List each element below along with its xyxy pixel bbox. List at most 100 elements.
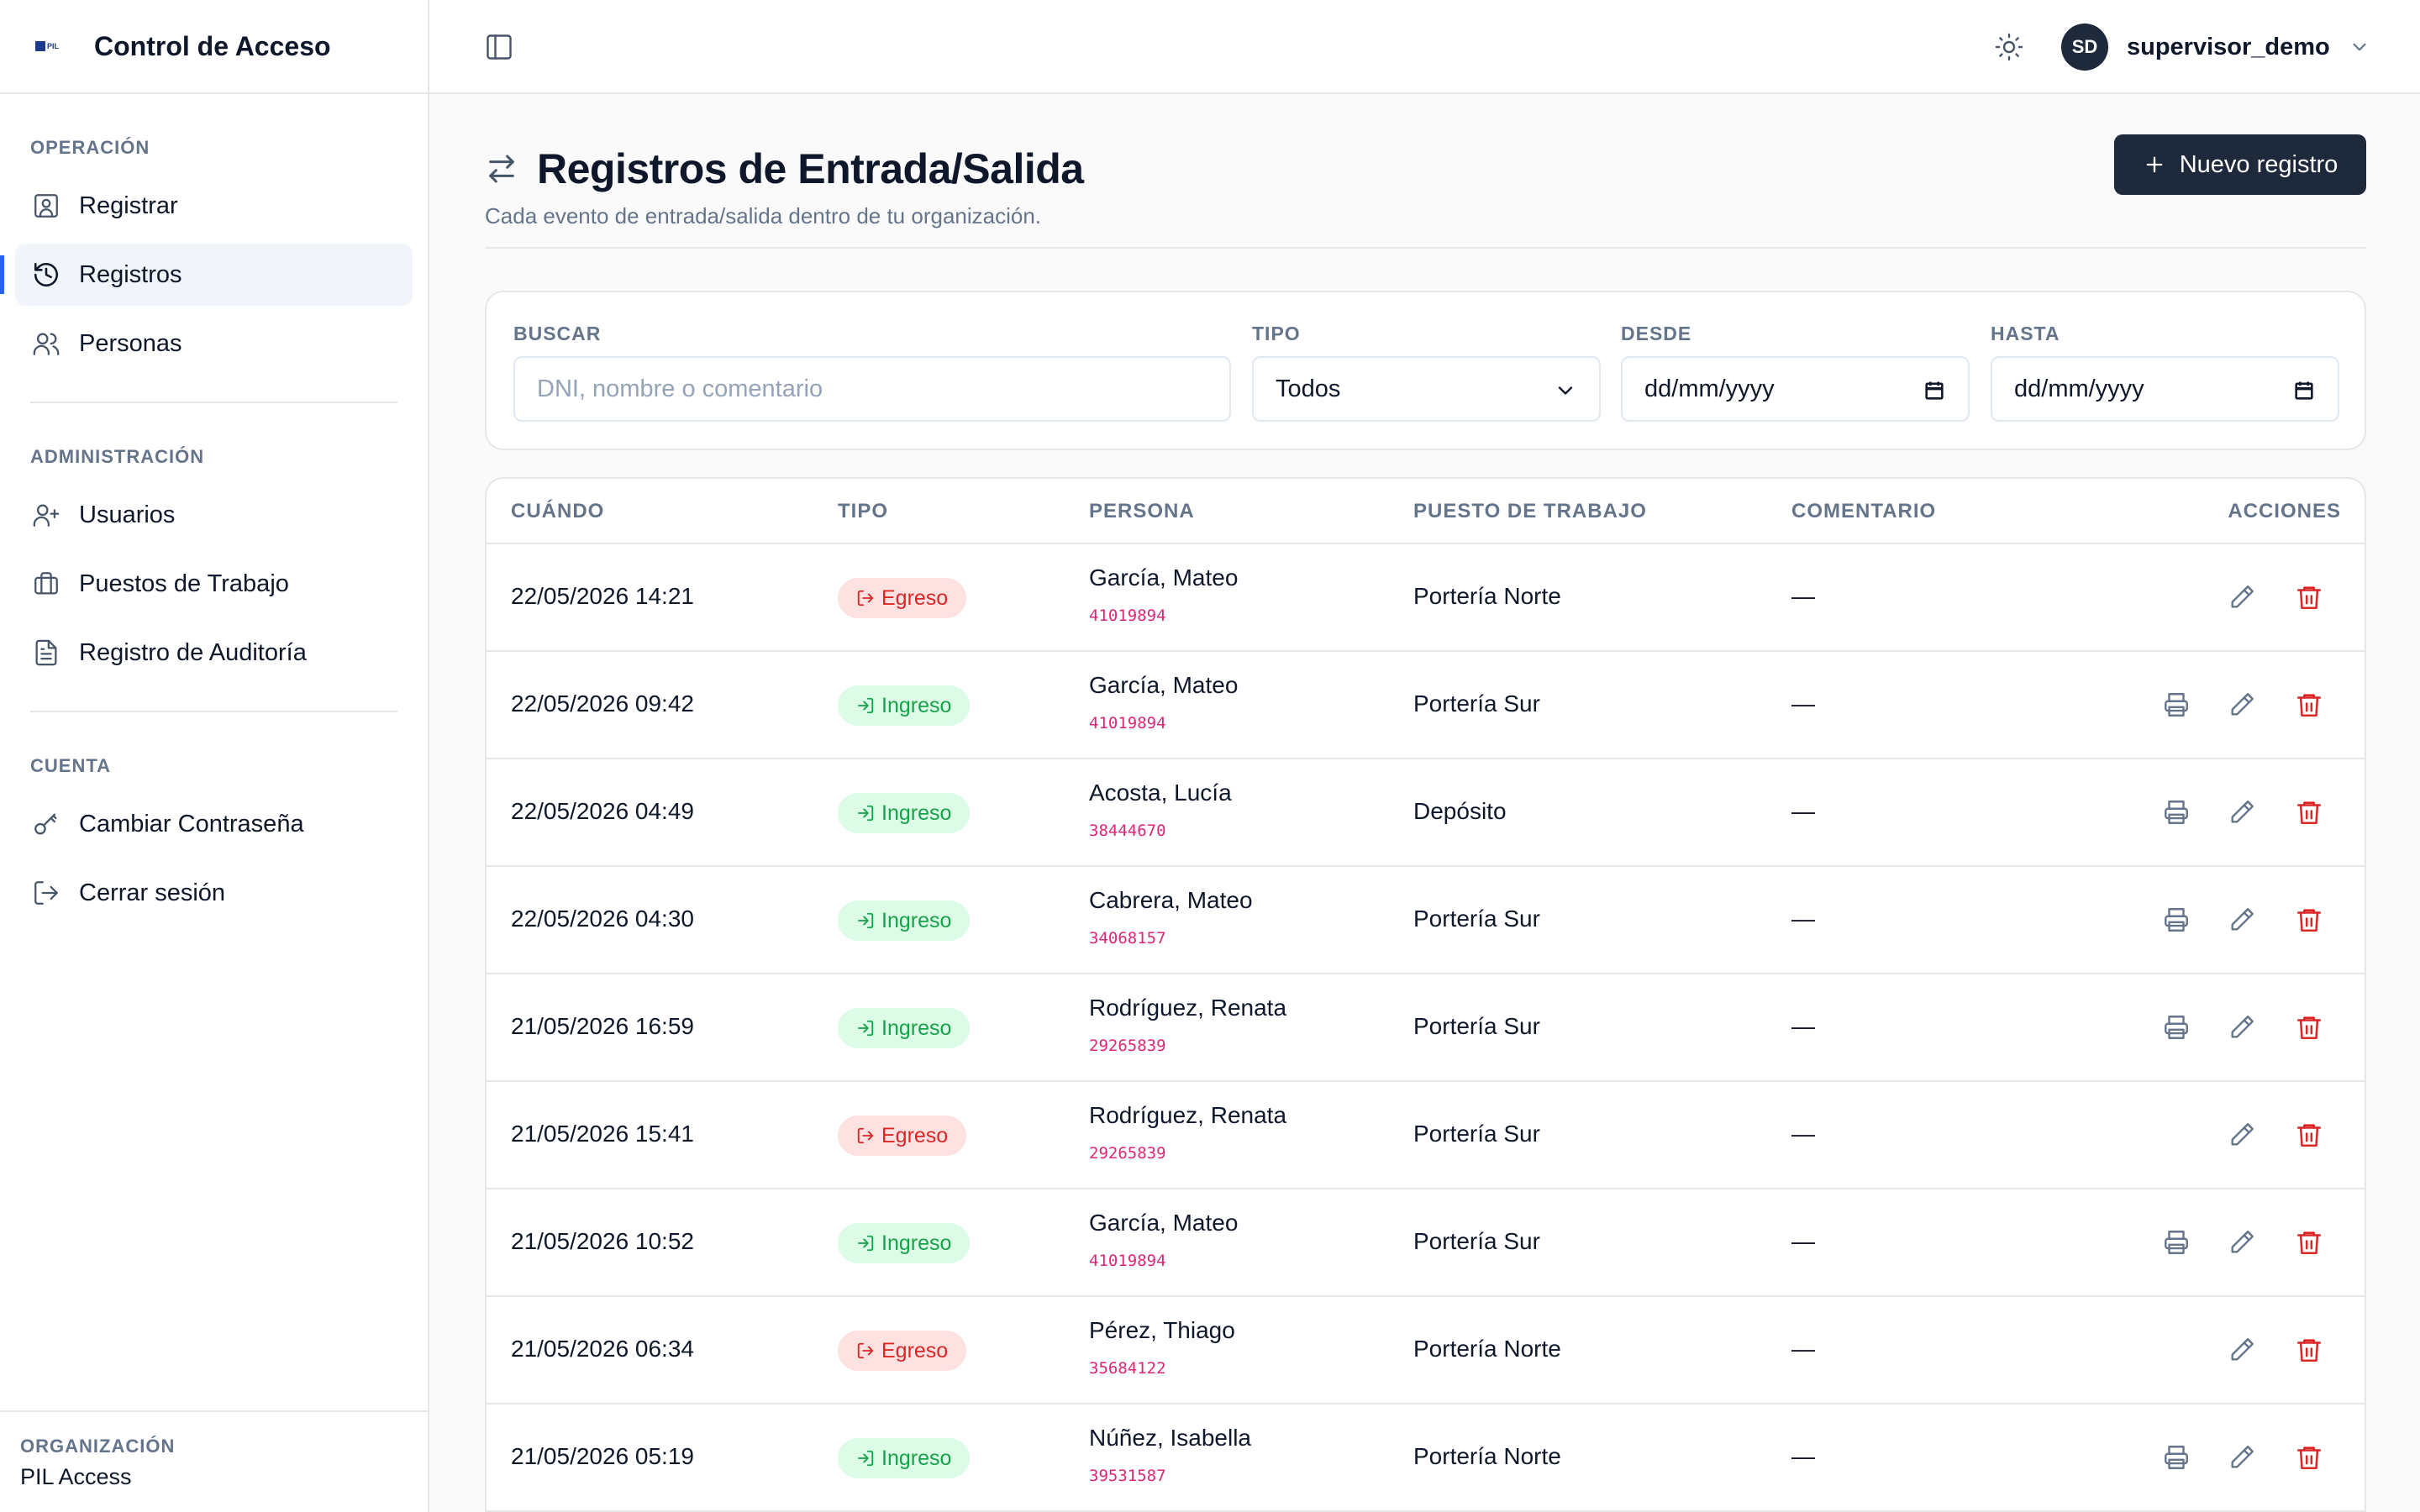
edit-button[interactable]: [2228, 1013, 2256, 1042]
to-date-input[interactable]: dd/mm/yyyy: [1991, 356, 2339, 422]
filters-panel: BUSCAR DNI, nombre o comentario TIPO Tod…: [485, 291, 2366, 450]
edit-button[interactable]: [2228, 1121, 2256, 1149]
delete-button[interactable]: [2295, 1336, 2323, 1364]
person-name: Núñez, Isabella: [1089, 1425, 1252, 1451]
trash-icon: [2296, 909, 2322, 932]
print-button[interactable]: [2162, 798, 2191, 827]
column-header-person[interactable]: PERSONA: [1089, 500, 1195, 522]
theme-toggle-button[interactable]: [1994, 32, 2024, 62]
delete-button[interactable]: [2295, 1228, 2323, 1257]
printer-icon: [2165, 1446, 2188, 1469]
column-header-post[interactable]: PUESTO DE TRABAJO: [1413, 500, 1647, 522]
sidebar-item-registros[interactable]: Registros: [0, 244, 413, 306]
from-date-input[interactable]: dd/mm/yyyy: [1621, 356, 1970, 422]
print-button[interactable]: [2162, 1013, 2191, 1042]
sidebar-item-label: Registrar: [79, 192, 178, 219]
log-in-icon: [857, 697, 874, 714]
sidebar-item-personas[interactable]: Personas: [15, 312, 413, 375]
sidebar-item-usuarios[interactable]: Usuarios: [15, 484, 413, 546]
logout-icon: [34, 881, 58, 905]
print-button[interactable]: [2162, 1228, 2191, 1257]
edit-button[interactable]: [2228, 583, 2256, 612]
pencil-icon: [2231, 908, 2254, 931]
table-row: 22/05/2026 09:42 Ingreso García, Mateo 4101…: [487, 652, 2365, 759]
person-name: Pérez, Thiago: [1089, 1317, 1235, 1343]
delete-button[interactable]: [2295, 583, 2323, 612]
sun-icon: [1995, 33, 2023, 61]
log-in-icon: [857, 1020, 874, 1037]
type-badge-label: Ingreso: [881, 1446, 952, 1470]
trash-icon: [2296, 1124, 2322, 1147]
type-badge: Ingreso: [838, 685, 971, 726]
table-row: 21/05/2026 05:19 Ingreso Núñez, Isabella 39…: [487, 1404, 2365, 1512]
work-post: Portería Sur: [1413, 1228, 1540, 1254]
delete-button[interactable]: [2295, 1013, 2323, 1042]
sidebar-item-label: Puestos de Trabajo: [79, 570, 289, 597]
sidebar-item-auditoria[interactable]: Registro de Auditoría: [15, 622, 413, 684]
log-in-icon: [857, 1235, 874, 1252]
table-row: 21/05/2026 06:34 Egreso Pérez, Thiago 35684…: [487, 1297, 2365, 1404]
edit-button[interactable]: [2228, 1336, 2256, 1364]
nav-section-label-administracion: ADMINISTRACIÓN: [30, 446, 205, 467]
trash-icon: [2296, 1446, 2322, 1470]
column-header-when[interactable]: CUÁNDO: [511, 500, 605, 522]
type-badge: Ingreso: [838, 1223, 971, 1263]
column-header-type[interactable]: TIPO: [838, 500, 889, 522]
pencil-icon: [2231, 585, 2254, 608]
sidebar-item-cambiar-contrasena[interactable]: Cambiar Contraseña: [15, 793, 413, 855]
print-button[interactable]: [2162, 1443, 2191, 1472]
person-dni: 34068157: [1089, 929, 1166, 948]
record-when: 22/05/2026 09:42: [511, 690, 694, 717]
sidebar-item-label: Cerrar sesión: [79, 879, 226, 906]
edit-button[interactable]: [2228, 798, 2256, 827]
delete-button[interactable]: [2295, 1443, 2323, 1472]
calendar-icon[interactable]: [2292, 379, 2316, 402]
type-badge: Egreso: [838, 578, 967, 618]
calendar-icon[interactable]: [1923, 379, 1946, 402]
type-badge-label: Ingreso: [881, 801, 952, 825]
delete-button[interactable]: [2295, 690, 2323, 719]
sidebar-toggle-button[interactable]: [484, 32, 514, 62]
edit-button[interactable]: [2228, 690, 2256, 719]
record-comment: —: [1791, 1121, 1815, 1147]
record-comment: —: [1791, 1228, 1815, 1254]
edit-button[interactable]: [2228, 906, 2256, 934]
column-header-comment[interactable]: COMENTARIO: [1791, 500, 1937, 522]
print-button[interactable]: [2162, 690, 2191, 719]
topbar: SD supervisor_demo: [429, 0, 2420, 94]
log-in-icon: [857, 805, 874, 822]
type-badge-label: Egreso: [881, 1123, 949, 1147]
type-badge-label: Ingreso: [881, 908, 952, 932]
printer-icon: [2165, 1231, 2188, 1254]
user-menu[interactable]: SD supervisor_demo: [2061, 24, 2370, 71]
delete-button[interactable]: [2295, 798, 2323, 827]
print-button[interactable]: [2162, 906, 2191, 934]
sidebar-item-puestos[interactable]: Puestos de Trabajo: [15, 553, 413, 615]
log-out-icon: [857, 590, 874, 606]
user-badge-icon: [34, 194, 58, 218]
edit-button[interactable]: [2228, 1443, 2256, 1472]
person-dni: 39531587: [1089, 1467, 1166, 1485]
record-comment: —: [1791, 690, 1815, 717]
delete-button[interactable]: [2295, 1121, 2323, 1149]
log-in-icon: [857, 1450, 874, 1467]
type-select[interactable]: Todos: [1252, 356, 1601, 422]
pencil-icon: [2231, 1231, 2254, 1253]
table-row: 21/05/2026 15:41 Egreso Rodríguez, Renata 2…: [487, 1082, 2365, 1189]
printer-icon: [2165, 1016, 2188, 1039]
search-input[interactable]: DNI, nombre o comentario: [513, 356, 1231, 422]
printer-icon: [2165, 801, 2188, 824]
table-header: CUÁNDO TIPO PERSONA PUESTO DE TRABAJO CO…: [487, 479, 2365, 544]
sidebar-item-cerrar-sesion[interactable]: Cerrar sesión: [15, 862, 413, 924]
type-badge-label: Egreso: [881, 585, 949, 610]
type-badge-label: Egreso: [881, 1338, 949, 1362]
record-comment: —: [1791, 1013, 1815, 1039]
table-row: 21/05/2026 10:52 Ingreso García, Mateo 4101…: [487, 1189, 2365, 1297]
delete-button[interactable]: [2295, 906, 2323, 934]
edit-button[interactable]: [2228, 1228, 2256, 1257]
type-badge: Egreso: [838, 1331, 967, 1371]
log-in-icon: [857, 912, 874, 929]
chevron-down-icon: [2353, 43, 2366, 51]
new-record-button[interactable]: Nuevo registro: [2114, 134, 2366, 195]
sidebar-item-registrar[interactable]: Registrar: [15, 175, 413, 237]
